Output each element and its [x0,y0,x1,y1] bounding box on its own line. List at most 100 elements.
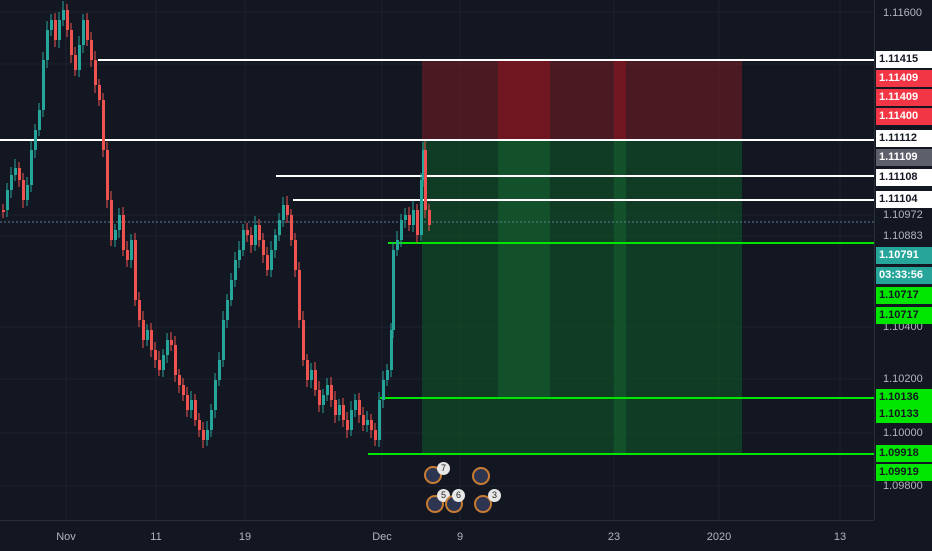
candle-body [118,215,121,230]
candle-body [314,370,317,390]
candle-body [270,250,273,270]
candle-body [30,150,33,185]
candle-body [358,400,361,415]
candle-body [362,415,365,425]
take-profit-zone [422,140,742,454]
time-tick: 9 [456,531,464,543]
candle-body [10,175,13,190]
candle-body [178,375,181,385]
candle-body [310,370,313,380]
candle-body [66,10,69,30]
price-tick: 1.10400 [883,321,923,333]
time-tick: 11 [150,531,162,543]
candle-body [266,255,269,270]
candle-body [146,330,149,340]
candle-body [366,420,369,425]
candle-body [238,250,241,260]
chart-pane[interactable] [0,0,874,520]
candle-body [38,110,41,130]
candle-body [190,400,193,410]
event-marker-us-flag-icon[interactable] [474,495,492,513]
candle-body [106,150,109,200]
candle-body [400,220,403,240]
price-axis[interactable]: 1.11600 1.10972 1.10883 1.10400 1.10200 … [874,0,932,520]
price-tag-stop: 1.11400 [876,108,932,125]
candle-body [2,210,5,212]
candle-body [62,10,65,20]
candle-body [214,380,217,410]
price-tag-target: 1.10133 [876,406,932,423]
event-marker-eu-flag-icon[interactable] [472,467,490,485]
candle-body [412,210,415,225]
time-tick: 2020 [706,531,732,543]
event-count-badge: 6 [452,489,465,502]
time-tick: Nov [56,531,76,543]
price-tag-entry: 1.10717 [876,287,932,304]
stop-loss-zone [498,60,550,140]
candle-body [424,150,427,210]
price-tag-target: 1.09918 [876,445,932,462]
price-tag-high: 1.11109 [876,149,932,166]
price-tag-level: 1.11112 [876,130,932,147]
candle-body [374,430,377,440]
price-tag-target: 1.09919 [876,464,932,481]
price-tag-level: 1.11415 [876,51,932,68]
candle-body [182,385,185,395]
time-axis[interactable]: Nov 11 19 Dec 9 23 2020 13 [0,520,874,551]
candle-body [226,300,229,320]
candle-body [246,230,249,235]
price-tag-stop: 1.11409 [876,70,932,87]
candle-body [396,240,399,250]
candle-body [166,340,169,355]
time-tick: 19 [238,531,252,543]
candle-body [322,395,325,405]
candle-body [126,250,129,260]
candle-body [186,395,189,410]
candle-body [54,20,57,40]
candle-body [58,20,61,40]
candle-body [258,225,261,240]
candle-body [130,240,133,260]
candle-body [98,85,101,100]
event-count-badge: 7 [437,462,450,475]
candle-body [334,400,337,415]
candle-body [242,230,245,250]
candle-body [50,20,53,30]
candle-body [392,250,395,330]
candle-body [210,410,213,430]
candle-body [262,240,265,255]
current-price-tag: 1.10791 [876,247,932,264]
candle-body [14,168,17,175]
price-tag-level: 1.11108 [876,169,932,186]
candle-body [206,430,209,440]
candle-body [428,210,431,225]
candle-body [86,20,89,40]
candle-body [158,360,161,370]
candle-body [390,330,393,370]
candle-body [274,235,277,250]
candle-body [286,205,289,215]
candle-body [298,270,301,320]
candle-body [254,225,257,245]
candle-body [378,400,381,440]
candle-body [416,210,419,235]
candle-body [110,200,113,240]
candle-body [282,205,285,220]
candle-body [338,405,341,415]
price-tick: 1.10883 [883,230,923,242]
candle-body [170,340,173,345]
candle-body [218,360,221,380]
candle-body [422,150,425,180]
candle-body [70,30,73,55]
candle-body [198,420,201,430]
price-tick: 1.10000 [883,427,923,439]
candle-body [122,215,125,250]
candle-body [408,215,411,225]
candle-body [46,30,49,60]
candle-body [350,410,353,430]
price-tick: 1.09800 [883,480,923,492]
candle-body [250,235,253,245]
candle-body [326,385,329,395]
candle-body [102,100,105,150]
candlestick-chart[interactable] [0,0,874,520]
